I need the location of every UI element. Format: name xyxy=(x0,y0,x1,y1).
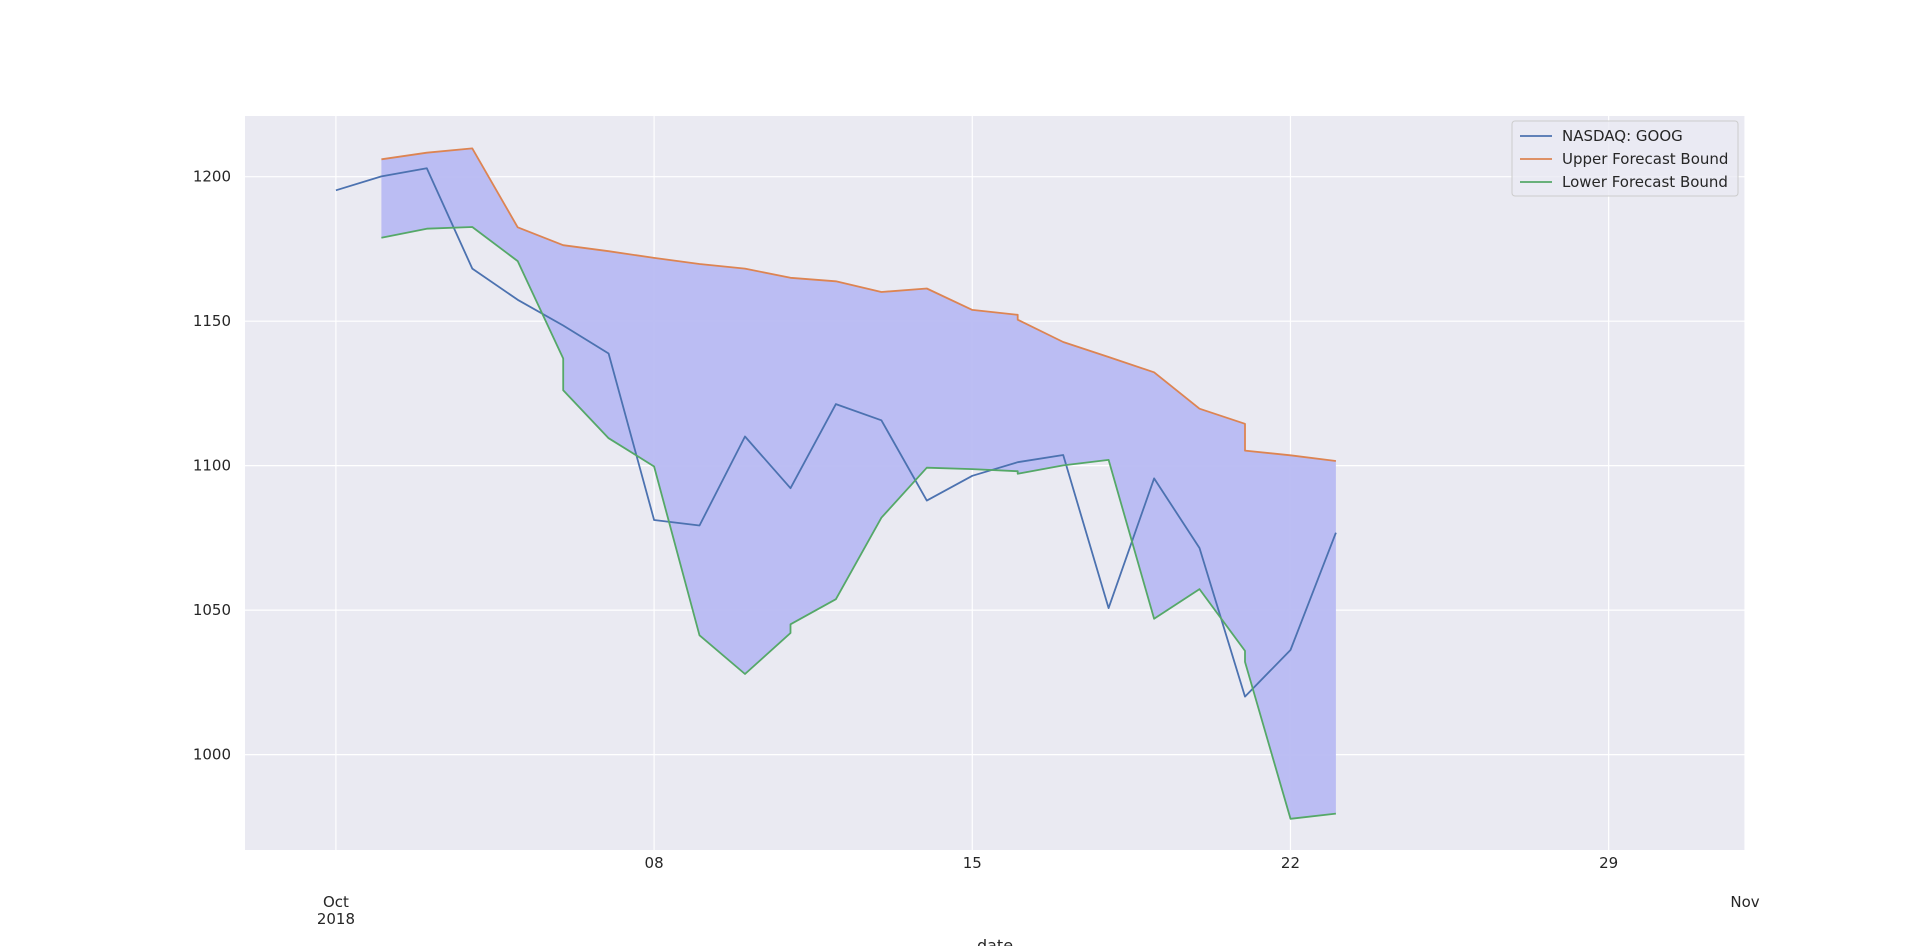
series-lines xyxy=(335,147,1337,820)
series-line-lower-forecast-bound xyxy=(381,226,1337,820)
legend: NASDAQ: GOOG Upper Forecast Bound Lower Fo… xyxy=(1511,120,1739,197)
y-axis-ticks: 1000 1050 1100 1150 1200 xyxy=(193,168,231,764)
y-tick-label: 1050 xyxy=(193,601,231,619)
x-tick-label: 22 xyxy=(1281,854,1300,872)
x-tick-label: 29 xyxy=(1599,854,1618,872)
series-line-upper-forecast-bound xyxy=(381,147,1337,462)
x-axis-label: date xyxy=(977,936,1013,946)
y-tick-label: 1200 xyxy=(193,168,231,186)
x-tick-label: 15 xyxy=(963,854,982,872)
x-tick-label: 08 xyxy=(645,854,664,872)
x-tick-sublabel: 2018 xyxy=(317,910,355,928)
y-tick-label: 1150 xyxy=(193,312,231,330)
legend-box xyxy=(1511,120,1739,197)
x-tick-label: Nov xyxy=(1730,893,1759,911)
legend-label: Upper Forecast Bound xyxy=(1562,150,1728,168)
series-line-nasdaq-goog xyxy=(335,167,1337,698)
x-tick-label: Oct xyxy=(323,893,349,911)
forecast-band xyxy=(381,148,1336,819)
fill-band xyxy=(381,148,1336,819)
legend-label: Lower Forecast Bound xyxy=(1562,173,1728,191)
y-tick-label: 1100 xyxy=(193,457,231,475)
y-tick-label: 1000 xyxy=(193,746,231,764)
legend-label: NASDAQ: GOOG xyxy=(1562,127,1683,145)
